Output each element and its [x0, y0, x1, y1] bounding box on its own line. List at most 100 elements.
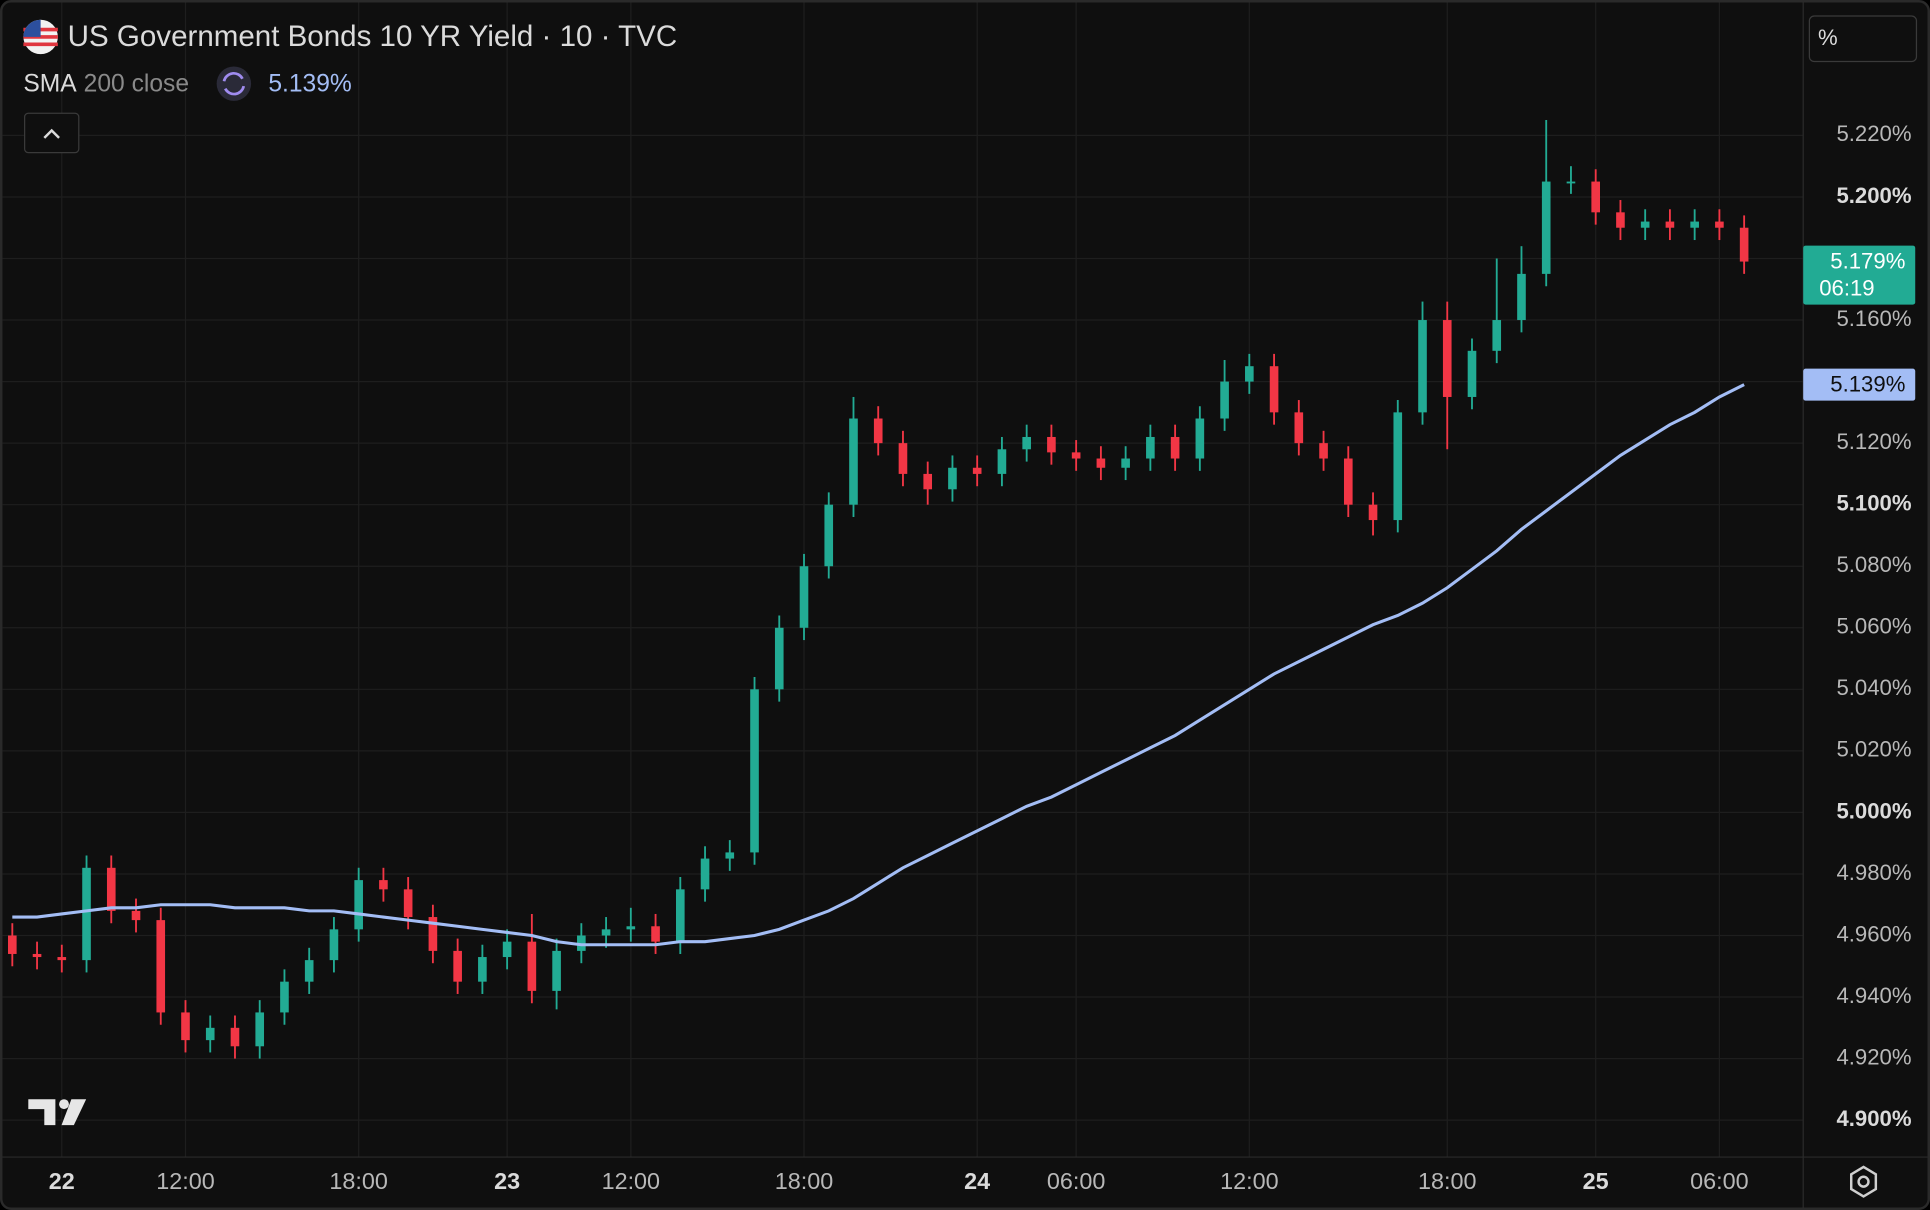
y-tick-label: 4.920% [1836, 1044, 1911, 1069]
x-tick-label: 06:00 [1047, 1168, 1105, 1194]
unit-label: % [1818, 25, 1838, 50]
indicator-refresh-icon[interactable] [216, 66, 252, 101]
settings-icon[interactable] [1849, 1165, 1878, 1198]
x-tick-label: 18:00 [1418, 1168, 1476, 1194]
candle-body [478, 957, 487, 982]
candle-body [428, 917, 438, 951]
x-tick-label: 12:00 [1220, 1168, 1278, 1194]
collapse-button[interactable] [24, 112, 80, 154]
candle-body [948, 467, 957, 490]
y-tick-label: 4.940% [1836, 983, 1911, 1008]
plot [8, 120, 1749, 1059]
candle-body [32, 953, 42, 958]
candle-body [1393, 412, 1403, 521]
candle-body [1640, 221, 1650, 228]
candle-body [626, 926, 636, 930]
y-tick-label: 5.220% [1836, 121, 1911, 146]
candle-body [1517, 273, 1526, 321]
candle-body [774, 627, 784, 690]
candle-body [453, 950, 462, 982]
candle-body [849, 418, 858, 505]
candle-body [700, 858, 710, 890]
candle-body [502, 941, 512, 958]
candle-body [379, 880, 388, 890]
candle-body [1616, 212, 1625, 228]
x-tick-label: 24 [964, 1168, 990, 1194]
candle-body [1195, 418, 1205, 459]
candle-body [675, 889, 685, 942]
y-tick-label: 5.100% [1836, 491, 1911, 516]
y-tick-label: 4.900% [1836, 1106, 1911, 1131]
y-tick-label: 5.080% [1836, 552, 1911, 577]
candle-body [1294, 412, 1304, 444]
flag-icon [23, 19, 58, 55]
candle-body [255, 1012, 265, 1047]
x-tick-label: 12:00 [602, 1168, 660, 1194]
candle-body [354, 880, 363, 930]
candle-body [527, 941, 537, 991]
y-tick-label: 5.160% [1836, 306, 1911, 331]
candle-body [8, 935, 17, 954]
sma-price-label: 5.139% [1830, 372, 1905, 397]
candle-body [923, 473, 933, 490]
candle-body [403, 889, 413, 918]
y-tick-label: 5.200% [1836, 183, 1911, 208]
candle-body [1541, 181, 1551, 274]
candle-body [205, 1027, 215, 1041]
candle-body [651, 926, 660, 942]
candle-body [1319, 443, 1328, 459]
tradingview-logo [28, 1099, 87, 1126]
last-price-label: 5.179% [1830, 249, 1905, 274]
x-tick-label: 22 [49, 1168, 75, 1194]
candle-body [1022, 436, 1031, 450]
x-tick-label: 18:00 [775, 1168, 833, 1194]
candle-body [1566, 181, 1576, 184]
candle-body [230, 1027, 240, 1047]
candle-body [1442, 320, 1452, 397]
candle-body [1146, 436, 1155, 459]
candle-body [304, 960, 314, 982]
candle-body [1665, 221, 1675, 228]
indicator-params: 200 close [84, 70, 189, 97]
candle-body [106, 867, 116, 911]
sma-price-tag [1803, 368, 1916, 401]
candle-body [280, 981, 289, 1013]
candle-body [1269, 366, 1279, 413]
sma-line [12, 383, 1745, 947]
y-tick-label: 5.040% [1836, 675, 1911, 700]
x-tick-label: 23 [494, 1168, 520, 1194]
candle-body [1245, 366, 1254, 382]
x-tick-label: 06:00 [1690, 1168, 1748, 1194]
candle-body [799, 566, 809, 628]
candle-body [1170, 436, 1180, 459]
grid [2, 2, 1804, 1158]
candle-body [329, 929, 339, 961]
candle-body [997, 449, 1007, 474]
candle-body [82, 867, 91, 961]
candle-body [1368, 504, 1378, 521]
candle-body [1121, 458, 1130, 468]
candle-body [1096, 458, 1106, 468]
candle-body [156, 920, 166, 1013]
candle-body [1739, 227, 1749, 262]
axes: 4.900% 4.920% 4.940% 4.960% 4.980% 5.000% 5.02… [49, 121, 1916, 1194]
candle-body [1492, 320, 1502, 351]
unit-button[interactable]: % [1808, 15, 1918, 63]
candle-body [1071, 452, 1081, 459]
candle-body [1418, 320, 1427, 413]
candle-body [1690, 221, 1699, 228]
x-tick-label: 12:00 [156, 1168, 214, 1194]
y-tick-label: 4.980% [1836, 860, 1911, 885]
candle-body [1715, 221, 1724, 228]
candle-body [1343, 458, 1353, 505]
candle-body [1220, 381, 1229, 419]
countdown-label: 06:19 [1819, 276, 1874, 301]
y-tick-label: 5.020% [1836, 737, 1911, 762]
candle-body [601, 929, 611, 936]
candle-body [552, 950, 561, 991]
y-tick-label: 5.060% [1836, 614, 1911, 639]
chart-title: US Government Bonds 10 YR Yield · 10 · T… [68, 20, 678, 53]
